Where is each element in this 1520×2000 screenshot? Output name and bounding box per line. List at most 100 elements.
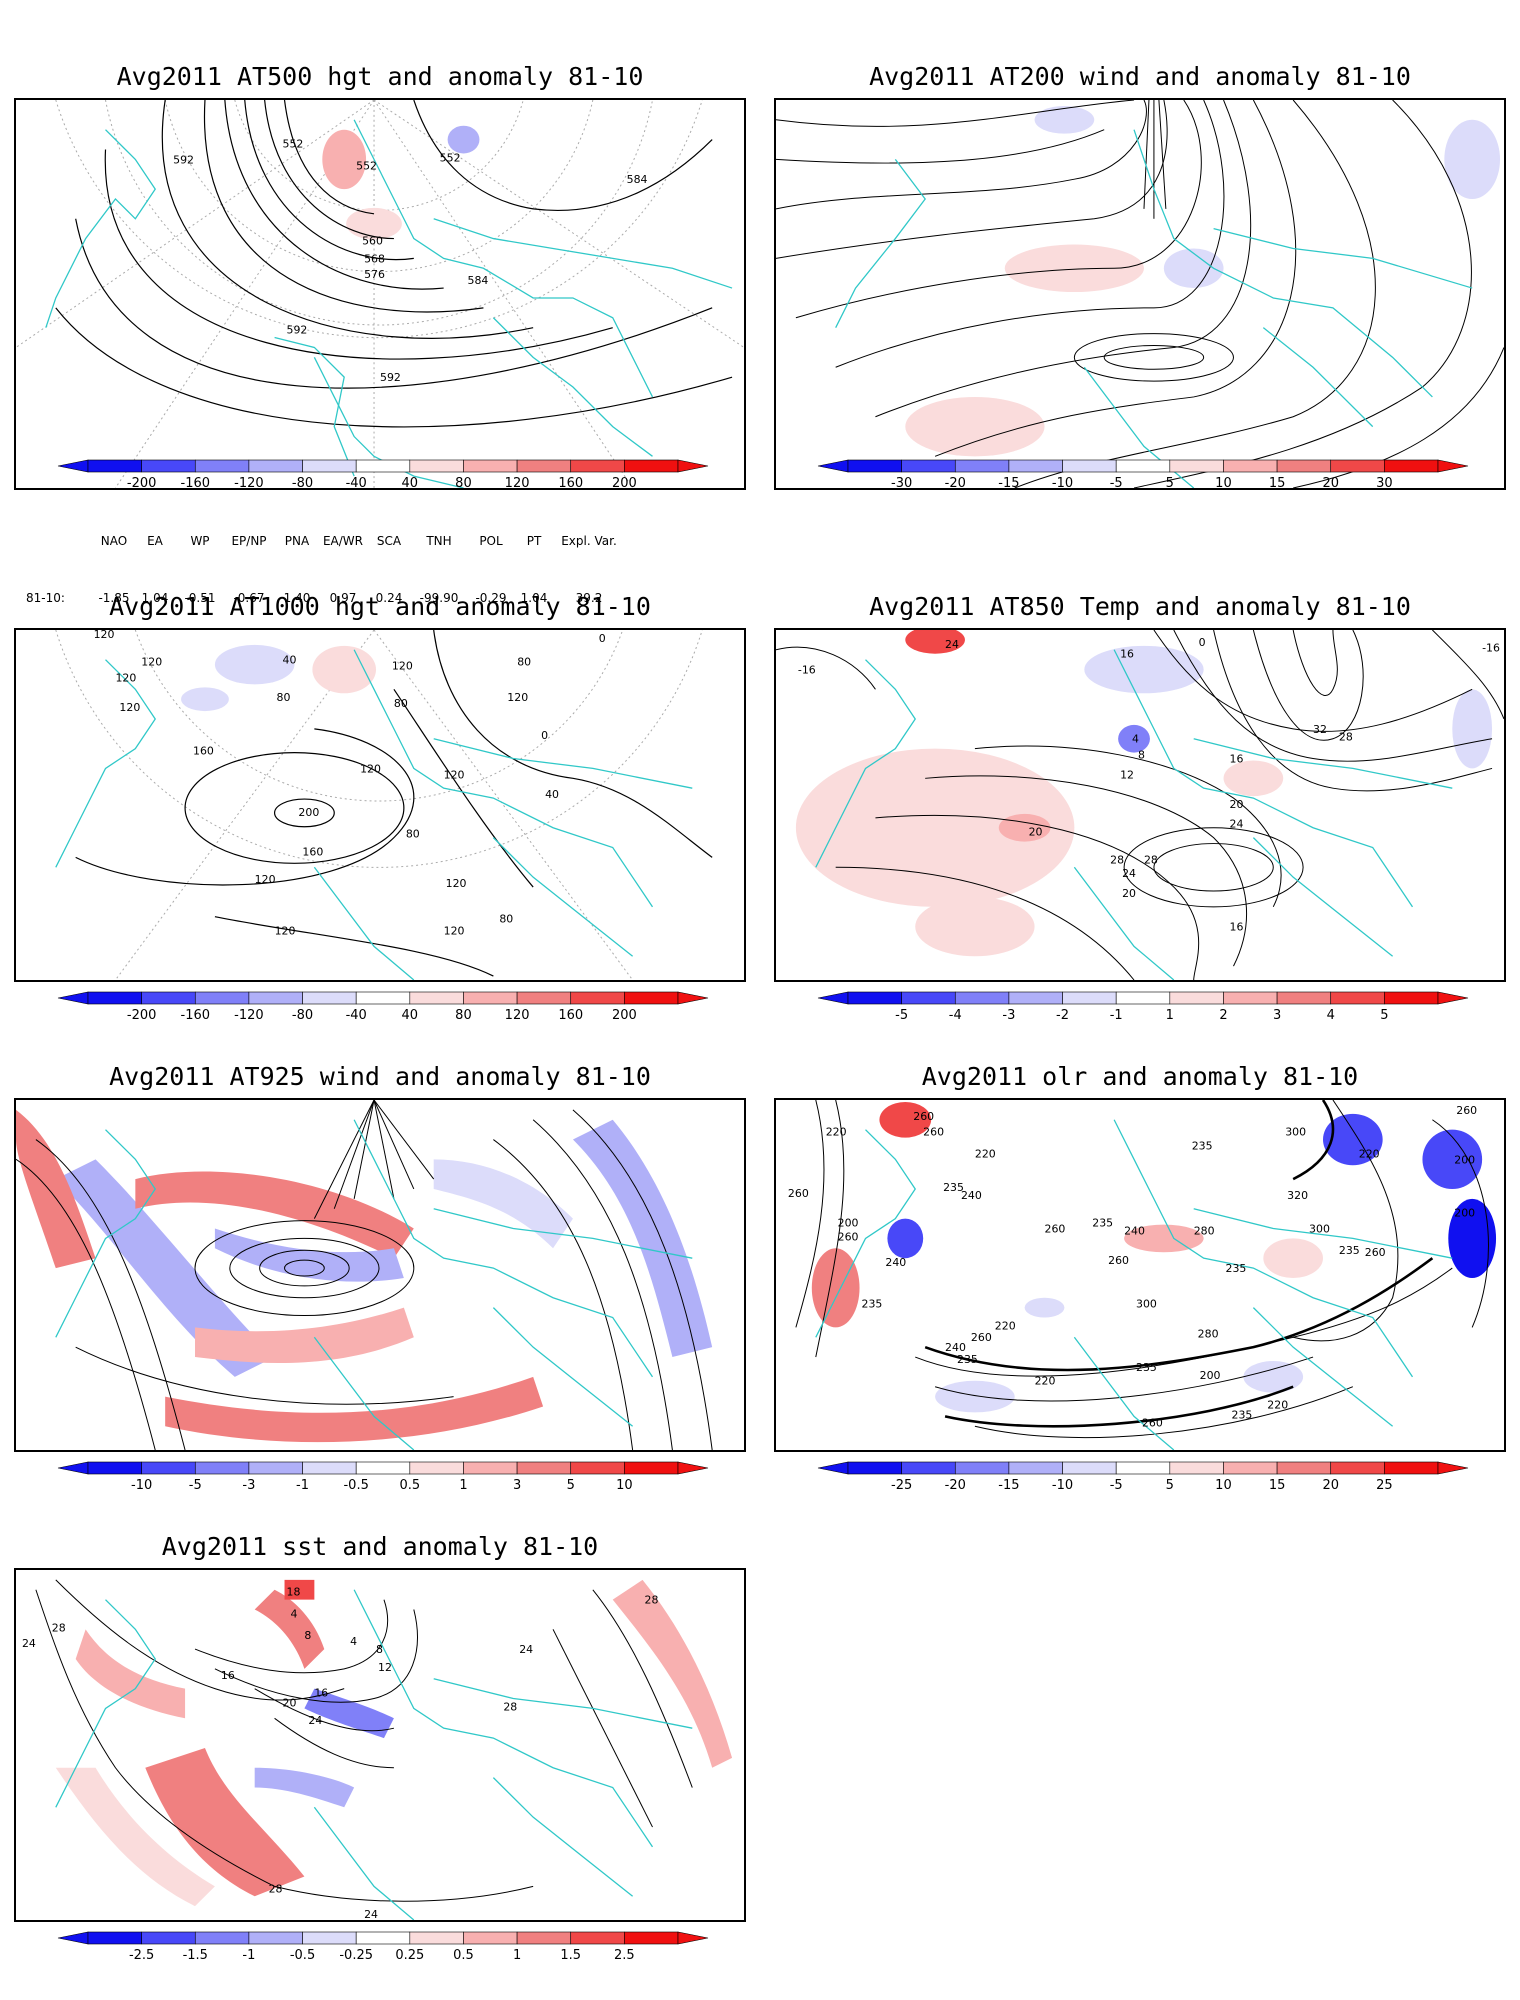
colorbar-tick-label: -2 [1056,1008,1069,1023]
contour-label: 120 [446,877,467,890]
colorbar-tick-label: -40 [346,1008,367,1023]
contour-label: 20 [1029,826,1043,839]
colorbar-tick-label: -120 [234,476,264,491]
contour-label: 20 [1230,798,1244,811]
indices-value-row: 81-10: -1.85 1.04 -0.51 -0.67 1.40 0.97 … [26,589,624,608]
colorbar-tick-label: -120 [234,1008,264,1023]
colorbar-tick-label: -160 [181,476,211,491]
contour-label: 8 [1138,749,1145,762]
contour-label: 80 [277,691,291,704]
contour-label: 12 [378,1661,392,1674]
contour-label: 4 [350,1635,357,1648]
contour-label: 24 [308,1714,322,1727]
colorbar-swatch [570,459,625,473]
index-value: 39.2 [575,591,603,605]
panel-at925: Avg2011 AT925 wind and anomaly 81-10 [14,1062,746,1492]
map-at850: 24 -16 16 0 4 8 12 16 20 24 28 32 20 28 … [774,628,1506,982]
colorbar-swatch [570,1461,625,1475]
colorbar-tick-label: -3 [242,1478,255,1493]
contour-label: 260 [838,1230,859,1243]
teleconnection-indices: NAO EA WP EP/NP PNA EA/WR SCA TNH POL PT… [26,494,624,627]
contour-label: 80 [406,828,420,841]
index-header: NAO [100,534,128,548]
map-olr: 260 220 260 220 240 235 235 300 220 260 … [774,1098,1506,1452]
colorbar-tick-label: -20 [945,1478,966,1493]
colorbar-swatch [1384,459,1439,473]
contour-label: 120 [94,630,115,641]
contour-label: 8 [304,1629,311,1642]
index-value: 0.24 [375,591,403,605]
colorbar-at500: -200 -160 -120 -80 -40 40 80 120 160 200 [57,459,709,496]
colorbar-swatch [355,1461,411,1475]
map-svg: 260 220 260 220 240 235 235 300 220 260 … [788,1100,1497,1450]
contour-label: 260 [971,1331,992,1344]
colorbar-swatch [87,991,142,1005]
colorbar-swatch [624,1931,679,1945]
contour-label: 260 [788,1187,809,1200]
index-header: POL [479,534,503,548]
colorbar-arrow-left [57,1931,89,1945]
contour-label: 240 [961,1189,982,1202]
contour-label: 28 [269,1882,283,1895]
colorbar-swatch [516,1461,572,1475]
contour-label: 20 [283,1696,297,1709]
colorbar-tick-label: -40 [346,476,367,491]
contour-label: 260 [1108,1254,1129,1267]
contour-label: 235 [1226,1262,1247,1275]
contour-label: 4 [1132,733,1139,746]
colorbar-swatch [463,991,518,1005]
index-header: EA [147,534,163,548]
map-svg: 24 -16 16 0 4 8 12 16 20 24 28 32 20 28 … [776,630,1504,980]
colorbar-swatch [248,459,303,473]
colorbar-swatch [624,991,679,1005]
colorbar-swatch [463,1931,518,1945]
contour-label: 40 [545,788,559,801]
contour-label: 24 [945,638,959,651]
colorbar-swatch [302,1461,357,1475]
colorbar-swatch [1223,991,1278,1005]
colorbar-tick-label: -200 [127,1008,157,1023]
colorbar-tick-label: -5 [1110,1478,1123,1493]
contour-label: 0 [1199,636,1206,649]
colorbar-tick-label: 80 [455,476,472,491]
colorbar-tick-label: 120 [505,476,530,491]
contour-label: -16 [1482,642,1500,655]
colorbar-arrow-left [817,459,849,473]
index-header: TNH [426,534,452,548]
contour-label: 552 [283,138,304,151]
contour-label: 24 [364,1908,378,1920]
colorbar-swatch [194,1461,250,1475]
contour-label: 32 [1313,723,1327,736]
colorbar-tick-label: -3 [1002,1008,1015,1023]
colorbar-tick-label: 5 [1166,476,1174,491]
contour-label: 260 [1365,1246,1386,1259]
colorbar-tick-label: -10 [131,1478,152,1493]
colorbar-swatch [1384,991,1439,1005]
colorbar-arrow-left [57,1461,89,1475]
colorbar-swatch [463,459,518,473]
colorbar-tick-label: -10 [1052,476,1073,491]
map-svg: 552 552 552 592 584 560 568 576 584 592 … [16,100,744,488]
colorbar-tick-label: 120 [505,1008,530,1023]
colorbar-tick-label: 10 [1215,476,1232,491]
map-at925 [14,1098,746,1452]
colorbar-tick-label: 10 [616,1478,633,1493]
colorbar-tick-label: 0.5 [399,1478,420,1493]
colorbar-tick-label: 40 [402,476,419,491]
contour-label: 235 [957,1353,978,1366]
colorbar-swatch [847,459,902,473]
colorbar-swatch [1276,1461,1332,1475]
colorbar-at1000: -200 -160 -120 -80 -40 40 80 120 160 200 [57,991,709,1028]
index-header: PT [526,534,542,548]
contour-label: 240 [885,1256,906,1269]
colorbar-tick-label: 10 [1215,1478,1232,1493]
indices-header-row: NAO EA WP EP/NP PNA EA/WR SCA TNH POL PT… [26,532,624,551]
contour-label: 280 [1194,1224,1215,1237]
contour-label: -16 [798,664,816,677]
colorbar-tick-label: -1 [242,1948,255,1963]
colorbar-swatch [194,459,250,473]
contour-label: 120 [115,671,136,684]
contour-label: 80 [394,697,408,710]
colorbar-swatch [1330,1461,1385,1475]
contour-label: 220 [826,1126,847,1139]
